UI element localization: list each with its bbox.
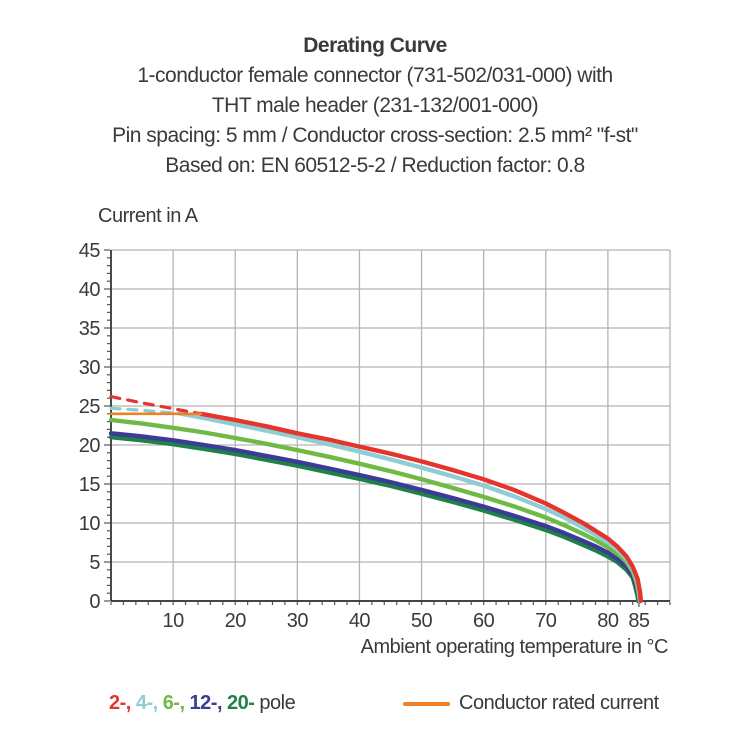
- legend: 2-, 4-, 6-, 12-, 20- pole Conductor rated cur…: [0, 692, 750, 722]
- chart-title: Derating Curve: [303, 34, 447, 57]
- chart-header: Derating Curve 1-conductor female connec…: [0, 31, 750, 181]
- tick-layer: [104, 249, 671, 607]
- rated-current-line-swatch: [403, 701, 450, 706]
- y-tick-label: 25: [79, 396, 101, 418]
- y-tick-label: 10: [79, 513, 101, 535]
- rated-current-label: Conductor rated current: [459, 692, 659, 714]
- chart-subtitle-line-4: Based on: EN 60512-5-2 / Reduction facto…: [165, 154, 585, 177]
- y-tick-label: 0: [89, 591, 100, 613]
- curve-2-pole: [198, 411, 643, 604]
- y-tick-label: 40: [79, 279, 101, 301]
- legend-pole-item: 20-: [227, 692, 255, 714]
- y-tick-label: 45: [79, 240, 101, 262]
- x-tick-label: 60: [473, 610, 495, 632]
- y-axis-title: Current in A: [98, 205, 199, 227]
- y-tick-label: 5: [89, 552, 100, 574]
- y-tick-label: 15: [79, 474, 101, 496]
- label-layer: 0 5 10 15 20 25 30 35 40 45 10 20 30 40 50 60 70 80 85: [79, 240, 651, 632]
- x-tick-label: 70: [535, 610, 557, 632]
- x-tick-label: 10: [162, 610, 184, 632]
- curve-20-pole: [108, 435, 641, 604]
- legend-pole-labels: 2-, 4-, 6-, 12-, 20- pole: [109, 692, 296, 715]
- curve-layer: [108, 395, 643, 604]
- y-tick-label: 20: [79, 435, 101, 457]
- x-tick-label: 30: [287, 610, 309, 632]
- curve-12-pole: [108, 431, 642, 604]
- y-tick-label: 30: [79, 357, 101, 379]
- legend-pole-item: 2-,: [109, 692, 131, 714]
- x-tick-label: 40: [349, 610, 371, 632]
- legend-pole-item: 6-,: [162, 692, 185, 714]
- chart-subtitle-line-2: THT male header (231-132/001-000): [211, 94, 539, 117]
- x-tick-label: 50: [411, 610, 433, 632]
- y-tick-label: 35: [79, 318, 101, 340]
- legend-rated-current: Conductor rated current: [403, 692, 659, 715]
- curve-2-pole-dashed: [109, 395, 203, 416]
- legend-pole-suffix: pole: [259, 692, 296, 714]
- chart-subtitle-line-3: Pin spacing: 5 mm / Conductor cross-sect…: [112, 124, 638, 147]
- x-axis-title: Ambient operating temperature in °C: [361, 636, 668, 658]
- x-tick-label: 85: [628, 610, 650, 632]
- legend-pole-item: 4-,: [135, 692, 158, 714]
- x-tick-label: 80: [597, 610, 619, 632]
- x-tick-label: 20: [225, 610, 247, 632]
- legend-pole-item: 12-,: [189, 692, 223, 714]
- chart-subtitle-line-1: 1-conductor female connector (731-502/03…: [137, 64, 613, 87]
